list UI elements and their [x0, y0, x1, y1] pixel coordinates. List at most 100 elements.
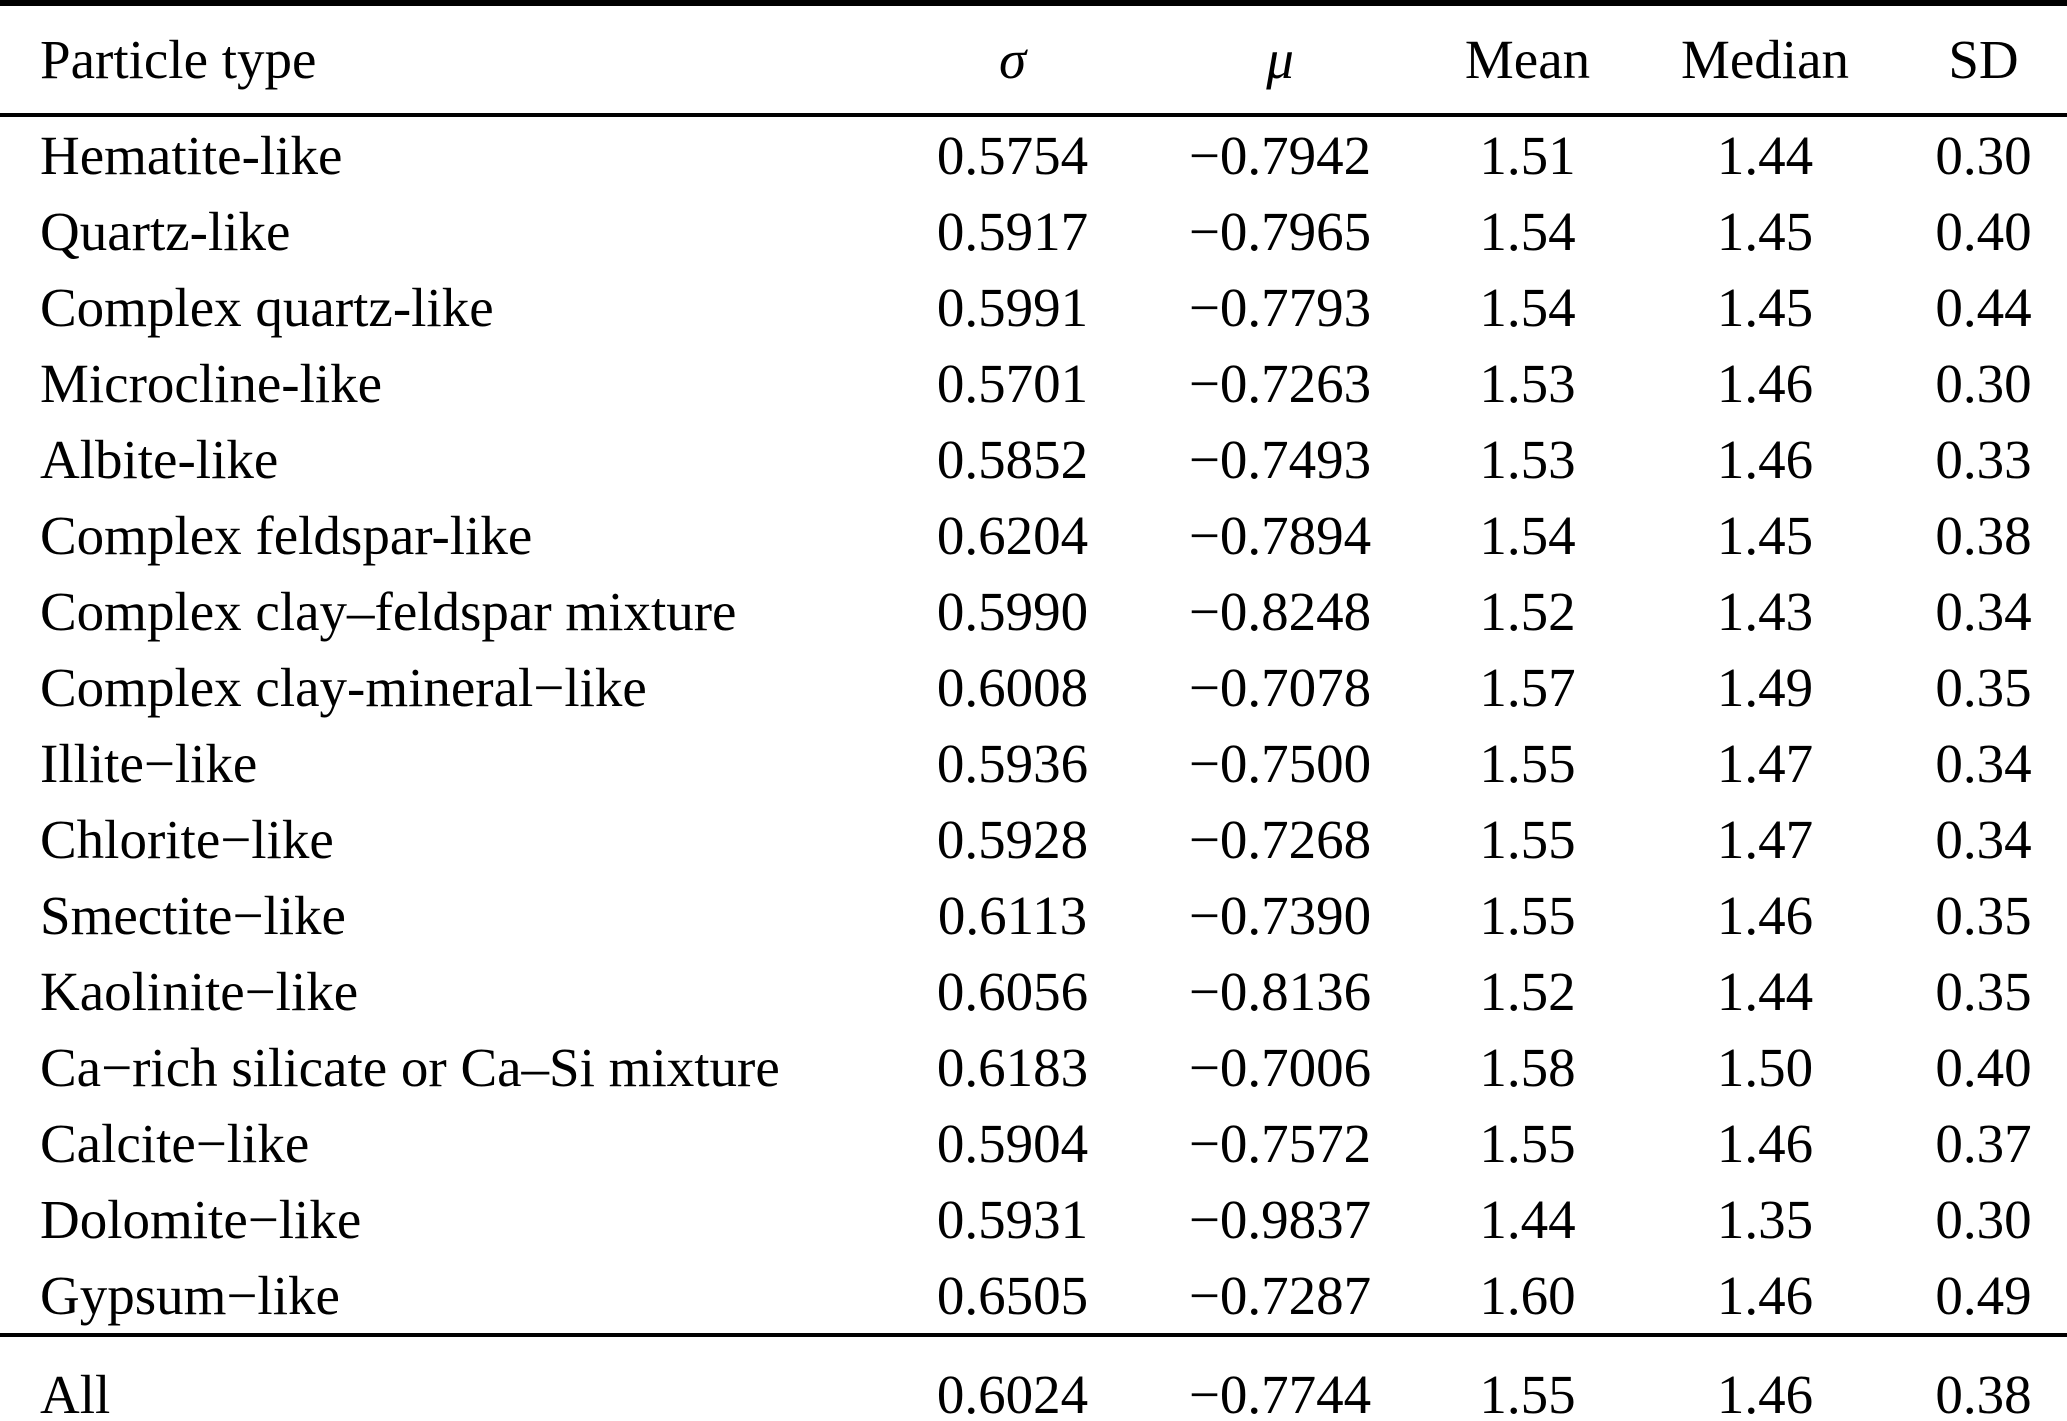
value-cell: 1.46 — [1716, 1264, 1814, 1326]
value-cell: 0.6204 — [936, 504, 1089, 566]
value-cell: 0.33 — [1935, 428, 2032, 490]
column-header-particle-type: Particle type — [40, 29, 317, 90]
particle-type-cell: Complex clay-mineral−like — [40, 656, 647, 718]
value-cell: 1.51 — [1479, 124, 1576, 186]
value-cell: 1.46 — [1716, 428, 1814, 490]
value-cell: 1.49 — [1716, 656, 1814, 718]
value-cell: 1.58 — [1479, 1036, 1576, 1098]
table-row: Complex quartz-like 0.5991 −0.7793 1.54 1.45… — [0, 269, 2067, 345]
value-cell: 0.5917 — [936, 200, 1089, 262]
particle-type-cell: Hematite-like — [40, 124, 343, 186]
value-cell: 0.37 — [1935, 1112, 2032, 1174]
particle-type-cell: Illite−like — [40, 732, 258, 794]
value-cell: 0.30 — [1935, 352, 2032, 414]
particle-type-cell: Microcline-like — [40, 352, 383, 414]
value-cell: 1.52 — [1479, 580, 1576, 642]
table-row: Albite-like 0.5852 −0.7493 1.53 1.46 0.33 — [0, 421, 2067, 497]
value-cell: 1.54 — [1479, 200, 1576, 262]
table-row: Gypsum−like 0.6505 −0.7287 1.60 1.46 0.49 — [0, 1257, 2067, 1335]
value-cell: 1.60 — [1479, 1264, 1576, 1326]
value-cell: 1.45 — [1716, 504, 1814, 566]
table-row: Microcline-like 0.5701 −0.7263 1.53 1.46 0.30 — [0, 345, 2067, 421]
value-cell: −0.7006 — [1188, 1036, 1372, 1098]
table-row: Dolomite−like 0.5931 −0.9837 1.44 1.35 0.30 — [0, 1181, 2067, 1257]
particle-type-cell: Dolomite−like — [40, 1188, 362, 1250]
value-cell: −0.7078 — [1188, 656, 1372, 718]
value-cell: 0.38 — [1935, 504, 2032, 566]
value-cell: 0.6008 — [936, 656, 1089, 718]
value-cell: 0.5991 — [936, 276, 1089, 338]
value-cell: 1.54 — [1479, 276, 1576, 338]
value-cell: 1.55 — [1479, 732, 1576, 794]
value-cell: 0.40 — [1935, 1036, 2032, 1098]
value-cell: 0.40 — [1935, 200, 2032, 262]
table-row: Complex clay–feldspar mixture 0.5990 −0.82… — [0, 573, 2067, 649]
header-row: Particle type σ μ Mean Median SD — [0, 3, 2067, 115]
value-cell: 0.6024 — [936, 1363, 1089, 1421]
value-cell: 1.53 — [1479, 428, 1576, 490]
value-cell: 0.35 — [1935, 884, 2032, 946]
value-cell: 1.55 — [1479, 1363, 1576, 1421]
value-cell: 1.45 — [1716, 200, 1814, 262]
table-row: Complex clay-mineral−like 0.6008 −0.7078 1.… — [0, 649, 2067, 725]
value-cell: 1.35 — [1716, 1188, 1814, 1250]
value-cell: 1.53 — [1479, 352, 1576, 414]
table-row: Smectite−like 0.6113 −0.7390 1.55 1.46 0.35 — [0, 877, 2067, 953]
value-cell: −0.7793 — [1188, 276, 1372, 338]
table-header: Particle type σ μ Mean Median SD — [0, 3, 2067, 115]
value-cell: 1.46 — [1716, 884, 1814, 946]
column-header-mu: μ — [1266, 29, 1294, 90]
particle-type-cell: Ca−rich silicate or Ca–Si mixture — [40, 1036, 780, 1098]
value-cell: 0.5701 — [936, 352, 1089, 414]
particle-type-cell: Calcite−like — [40, 1112, 310, 1174]
particle-type-cell: Complex quartz-like — [40, 276, 494, 338]
value-cell: 0.49 — [1935, 1264, 2032, 1326]
value-cell: 1.46 — [1716, 1112, 1814, 1174]
value-cell: −0.7965 — [1188, 200, 1372, 262]
value-cell: −0.7287 — [1188, 1264, 1372, 1326]
value-cell: −0.7744 — [1188, 1363, 1372, 1421]
value-cell: 0.34 — [1935, 808, 2032, 870]
value-cell: 0.5904 — [936, 1112, 1089, 1174]
table-row: Ca−rich silicate or Ca–Si mixture 0.6183 −… — [0, 1029, 2067, 1105]
value-cell: 0.30 — [1935, 124, 2032, 186]
value-cell: −0.7263 — [1188, 352, 1372, 414]
value-cell: 0.5990 — [936, 580, 1089, 642]
value-cell: 0.34 — [1935, 580, 2032, 642]
value-cell: 0.44 — [1935, 276, 2032, 338]
value-cell: 0.38 — [1935, 1363, 2032, 1421]
particle-type-cell: Complex clay–feldspar mixture — [40, 580, 737, 642]
value-cell: 0.6505 — [936, 1264, 1089, 1326]
table-row: Chlorite−like 0.5928 −0.7268 1.55 1.47 0.34 — [0, 801, 2067, 877]
summary-row-all: All 0.6024 −0.7744 1.55 1.46 0.38 — [0, 1335, 2067, 1421]
value-cell: 1.52 — [1479, 960, 1576, 1022]
value-cell: 0.5928 — [936, 808, 1089, 870]
column-header-sd: SD — [1948, 29, 2019, 90]
particle-type-cell: Quartz-like — [40, 200, 291, 262]
table-row: Kaolinite−like 0.6056 −0.8136 1.52 1.44 0.35 — [0, 953, 2067, 1029]
value-cell: 0.6183 — [936, 1036, 1089, 1098]
value-cell: 1.47 — [1716, 732, 1814, 794]
value-cell: 1.46 — [1716, 1363, 1814, 1421]
particle-type-cell: Complex feldspar-like — [40, 504, 533, 566]
table-row: Calcite−like 0.5904 −0.7572 1.55 1.46 0.37 — [0, 1105, 2067, 1181]
value-cell: 0.34 — [1935, 732, 2032, 794]
value-cell: 1.55 — [1479, 808, 1576, 870]
value-cell: 1.44 — [1479, 1188, 1576, 1250]
value-cell: 1.45 — [1716, 276, 1814, 338]
value-cell: 0.5852 — [936, 428, 1089, 490]
value-cell: 0.5931 — [936, 1188, 1089, 1250]
column-header-median: Median — [1680, 29, 1849, 90]
value-cell: −0.7268 — [1188, 808, 1372, 870]
value-cell: 1.47 — [1716, 808, 1814, 870]
column-header-sigma: σ — [998, 29, 1027, 90]
value-cell: 1.55 — [1479, 884, 1576, 946]
value-cell: 1.55 — [1479, 1112, 1576, 1174]
value-cell: 1.50 — [1716, 1036, 1814, 1098]
table-row: Illite−like 0.5936 −0.7500 1.55 1.47 0.34 — [0, 725, 2067, 801]
particle-type-cell: Chlorite−like — [40, 808, 334, 870]
value-cell: −0.7894 — [1188, 504, 1372, 566]
value-cell: 0.5936 — [936, 732, 1089, 794]
